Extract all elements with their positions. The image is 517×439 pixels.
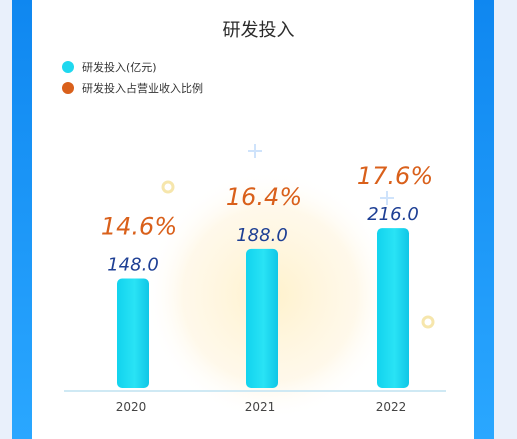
- percent-label-2021: 16.4%: [226, 183, 302, 211]
- value-label-2021: 188.0: [236, 225, 288, 246]
- x-tick-label-2022: 2022: [376, 400, 407, 414]
- x-tick-label-2021: 2021: [245, 400, 276, 414]
- legend-item-rd-ratio: 研发投入占营业收入比例: [62, 79, 203, 97]
- legend-swatch-cyan: [62, 61, 74, 73]
- sparkle-icon: [248, 144, 262, 158]
- value-label-2022: 216.0: [367, 204, 419, 225]
- x-tick-label-2020: 2020: [116, 400, 147, 414]
- right-frame-bar: [474, 0, 494, 439]
- left-frame-bar: [12, 0, 32, 439]
- ring-decoration: [161, 180, 175, 194]
- chart-title: 研发投入: [222, 20, 295, 41]
- legend-label: 研发投入占营业收入比例: [82, 82, 203, 95]
- sparkle-icon: [380, 191, 394, 205]
- percent-label-2022: 17.6%: [357, 162, 433, 190]
- legend-label: 研发投入(亿元): [82, 61, 157, 74]
- bars-group: [117, 228, 409, 388]
- percent-label-2020: 14.6%: [101, 212, 177, 240]
- bar-2020: [117, 278, 149, 388]
- ring-decoration: [421, 315, 435, 329]
- bar-2021: [246, 248, 278, 388]
- labels-group: 148.0 14.6% 2020 188.0 16.4% 2021 216.0 17.6% 20…: [101, 162, 433, 414]
- value-label-2020: 148.0: [107, 254, 159, 275]
- legend-item-rd-investment: 研发投入(亿元): [62, 58, 157, 76]
- bar-2022: [377, 228, 409, 388]
- legend-swatch-orange: [62, 82, 74, 94]
